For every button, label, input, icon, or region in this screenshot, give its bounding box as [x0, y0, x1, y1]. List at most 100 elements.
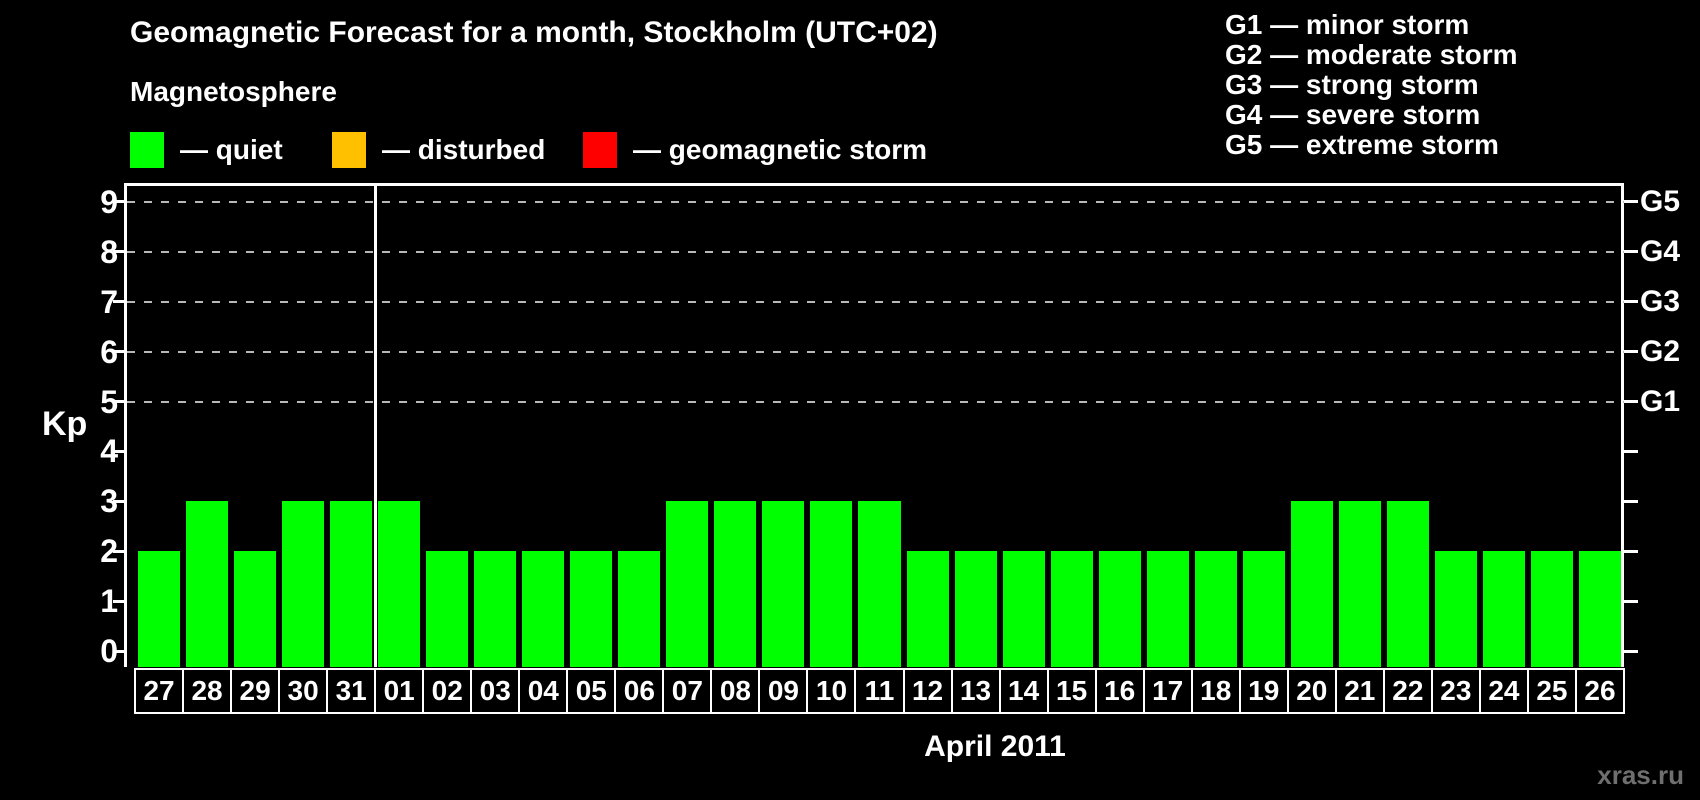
storm-scale-g4: G4 — severe storm	[1225, 99, 1481, 130]
gridline-kp6	[127, 350, 1624, 353]
day-cell-28: 28	[182, 668, 233, 714]
gridline-kp7	[127, 300, 1624, 303]
right-axis-label-g4: G4	[1640, 234, 1681, 268]
right-axis-label-g2: G2	[1640, 334, 1681, 368]
day-cell-23: 23	[1430, 668, 1481, 714]
legend-item-label: — disturbed	[382, 134, 546, 165]
day-cell-30: 30	[278, 668, 329, 714]
y-axis-label: Kp	[42, 405, 88, 443]
day-cell-26: 26	[1574, 668, 1625, 714]
bar-day-04	[522, 551, 565, 667]
day-cell-02: 02	[422, 668, 473, 714]
day-cell-13: 13	[950, 668, 1001, 714]
day-cell-16: 16	[1094, 668, 1145, 714]
bar-day-03	[474, 551, 517, 667]
day-cell-29: 29	[230, 668, 281, 714]
bar-day-24	[1482, 551, 1525, 667]
day-cell-10: 10	[806, 668, 857, 714]
y-tick-label-9: 9	[100, 183, 118, 220]
bar-day-01	[378, 501, 421, 667]
legend-item-quiet: — quiet	[130, 131, 283, 169]
y-tick-right-4	[1624, 449, 1638, 453]
y-tick-left-3	[113, 499, 127, 503]
bar-day-17	[1146, 551, 1189, 667]
bar-day-11	[858, 501, 901, 667]
disturbed-color-swatch	[332, 132, 366, 168]
bar-day-05	[570, 551, 613, 667]
day-cell-19: 19	[1238, 668, 1289, 714]
storm-scale-g5: G5 — extreme storm	[1225, 129, 1499, 160]
day-cell-04: 04	[518, 668, 569, 714]
quiet-color-swatch	[130, 132, 164, 168]
day-cell-20: 20	[1286, 668, 1337, 714]
day-cell-07: 07	[662, 668, 713, 714]
gridline-kp5	[127, 400, 1624, 403]
y-tick-right-9	[1624, 200, 1638, 204]
day-cell-18: 18	[1190, 668, 1241, 714]
bar-day-12	[906, 551, 949, 667]
y-tick-right-2	[1624, 549, 1638, 553]
bar-day-31	[330, 501, 373, 667]
y-tick-label-4: 4	[100, 433, 118, 470]
y-tick-label-7: 7	[100, 283, 118, 320]
day-cell-14: 14	[998, 668, 1049, 714]
month-boundary-line	[373, 183, 377, 667]
legend-heading: Magnetosphere	[130, 76, 337, 107]
plot-area	[124, 183, 1624, 667]
y-tick-right-7	[1624, 300, 1638, 304]
right-axis-label-g3: G3	[1640, 284, 1681, 318]
storm-color-swatch	[583, 132, 617, 168]
bar-day-02	[426, 551, 469, 667]
bar-day-22	[1386, 501, 1429, 667]
bar-day-06	[618, 551, 661, 667]
bar-day-14	[1002, 551, 1045, 667]
day-cell-15: 15	[1046, 668, 1097, 714]
bar-day-20	[1290, 501, 1333, 667]
day-cell-24: 24	[1478, 668, 1529, 714]
bar-day-16	[1098, 551, 1141, 667]
storm-scale-g1: G1 — minor storm	[1225, 9, 1470, 40]
y-tick-left-7	[113, 300, 127, 304]
day-cell-09: 09	[758, 668, 809, 714]
x-axis-label: April 2011	[924, 730, 1066, 763]
day-cell-17: 17	[1142, 668, 1193, 714]
y-tick-label-5: 5	[100, 383, 118, 420]
bar-day-23	[1434, 551, 1477, 667]
bar-day-28	[186, 501, 229, 667]
gridline-kp8	[127, 250, 1624, 253]
page-title: Geomagnetic Forecast for a month, Stockh…	[130, 16, 938, 49]
y-tick-left-8	[113, 250, 127, 254]
bar-day-07	[666, 501, 709, 667]
bar-day-26	[1578, 551, 1621, 667]
gridline-kp9	[127, 200, 1624, 203]
y-tick-left-9	[113, 200, 127, 204]
bar-day-15	[1050, 551, 1093, 667]
y-tick-right-8	[1624, 250, 1638, 254]
bar-day-10	[810, 501, 853, 667]
y-tick-label-6: 6	[100, 333, 118, 370]
bar-day-19	[1242, 551, 1285, 667]
day-cell-21: 21	[1334, 668, 1385, 714]
right-axis-label-g1: G1	[1640, 384, 1681, 418]
day-cell-08: 08	[710, 668, 761, 714]
y-tick-label-8: 8	[100, 233, 118, 270]
y-tick-left-2	[113, 549, 127, 553]
y-tick-left-6	[113, 350, 127, 354]
bar-day-25	[1530, 551, 1573, 667]
day-cell-25: 25	[1526, 668, 1577, 714]
day-cell-31: 31	[326, 668, 377, 714]
bar-day-30	[282, 501, 325, 667]
y-tick-right-1	[1624, 599, 1638, 603]
y-tick-label-3: 3	[100, 483, 118, 520]
day-cell-01: 01	[374, 668, 425, 714]
watermark: xras.ru	[1597, 760, 1684, 790]
day-cell-27: 27	[134, 668, 185, 714]
storm-scale-g2: G2 — moderate storm	[1225, 39, 1518, 70]
y-tick-left-5	[113, 400, 127, 403]
bar-day-08	[714, 501, 757, 667]
y-tick-left-1	[113, 599, 127, 603]
y-tick-right-3	[1624, 499, 1638, 503]
legend-item-label: — geomagnetic storm	[633, 134, 928, 165]
storm-scale-g3: G3 — strong storm	[1225, 69, 1479, 100]
day-cell-22: 22	[1382, 668, 1433, 714]
